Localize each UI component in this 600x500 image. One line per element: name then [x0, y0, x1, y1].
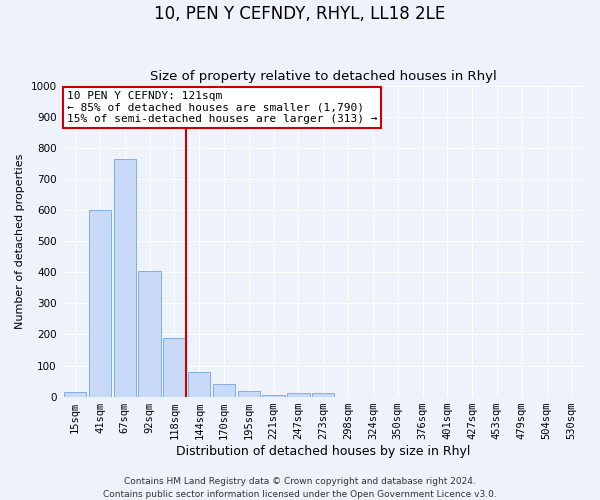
Bar [113, 159, 136, 396]
Bar [89, 210, 111, 396]
Bar [64, 392, 86, 396]
Bar [139, 271, 161, 396]
Bar [238, 391, 260, 396]
Text: 10 PEN Y CEFNDY: 121sqm
← 85% of detached houses are smaller (1,790)
15% of semi: 10 PEN Y CEFNDY: 121sqm ← 85% of detache… [67, 90, 377, 124]
X-axis label: Distribution of detached houses by size in Rhyl: Distribution of detached houses by size … [176, 444, 470, 458]
Bar [213, 384, 235, 396]
Y-axis label: Number of detached properties: Number of detached properties [15, 154, 25, 329]
Bar [163, 338, 185, 396]
Bar [188, 372, 211, 396]
Title: Size of property relative to detached houses in Rhyl: Size of property relative to detached ho… [150, 70, 497, 84]
Text: 10, PEN Y CEFNDY, RHYL, LL18 2LE: 10, PEN Y CEFNDY, RHYL, LL18 2LE [154, 5, 446, 23]
Bar [312, 393, 334, 396]
Bar [287, 392, 310, 396]
Text: Contains HM Land Registry data © Crown copyright and database right 2024.
Contai: Contains HM Land Registry data © Crown c… [103, 478, 497, 499]
Bar [262, 395, 285, 396]
